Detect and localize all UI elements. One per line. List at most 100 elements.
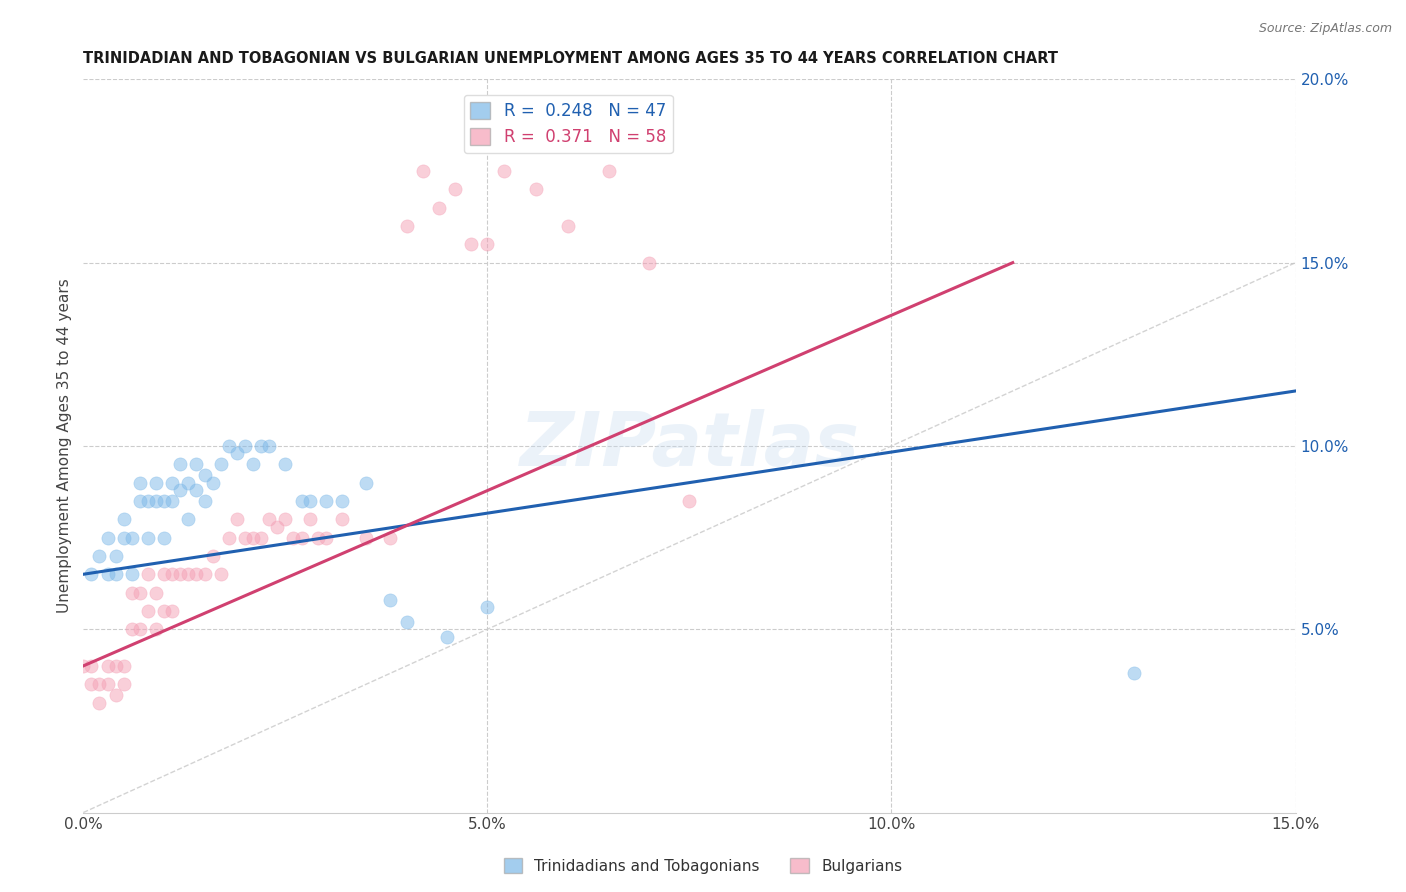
- Point: [427, 201, 450, 215]
- Point: [298, 494, 321, 508]
- Point: [136, 531, 159, 545]
- Point: [112, 659, 135, 673]
- Point: [128, 585, 150, 599]
- Point: [89, 696, 111, 710]
- Point: [89, 677, 111, 691]
- Point: [96, 567, 118, 582]
- Point: [557, 219, 579, 233]
- Point: [121, 622, 143, 636]
- Point: [136, 494, 159, 508]
- Point: [460, 237, 482, 252]
- Point: [104, 567, 127, 582]
- Point: [145, 494, 167, 508]
- Point: [80, 659, 103, 673]
- Point: [233, 439, 256, 453]
- Point: [444, 182, 467, 196]
- Point: [201, 549, 224, 563]
- Point: [193, 468, 215, 483]
- Point: [298, 512, 321, 526]
- Point: [354, 531, 377, 545]
- Point: [160, 475, 183, 490]
- Point: [104, 688, 127, 702]
- Point: [209, 457, 232, 471]
- Point: [290, 531, 312, 545]
- Point: [330, 494, 353, 508]
- Point: [225, 446, 247, 460]
- Point: [145, 622, 167, 636]
- Point: [153, 604, 176, 618]
- Point: [160, 604, 183, 618]
- Point: [225, 512, 247, 526]
- Point: [209, 567, 232, 582]
- Point: [509, 128, 531, 142]
- Point: [80, 567, 103, 582]
- Point: [201, 475, 224, 490]
- Point: [274, 512, 297, 526]
- Point: [492, 164, 515, 178]
- Point: [193, 567, 215, 582]
- Point: [290, 494, 312, 508]
- Point: [242, 531, 264, 545]
- Point: [96, 677, 118, 691]
- Point: [412, 164, 434, 178]
- Point: [169, 457, 191, 471]
- Point: [153, 567, 176, 582]
- Point: [112, 531, 135, 545]
- Point: [96, 531, 118, 545]
- Point: [233, 531, 256, 545]
- Point: [638, 255, 661, 269]
- Point: [96, 659, 118, 673]
- Point: [128, 475, 150, 490]
- Point: [121, 585, 143, 599]
- Point: [186, 483, 208, 497]
- Point: [1123, 666, 1146, 681]
- Point: [160, 567, 183, 582]
- Point: [153, 531, 176, 545]
- Point: [128, 494, 150, 508]
- Point: [80, 677, 103, 691]
- Point: [380, 593, 402, 607]
- Point: [436, 630, 458, 644]
- Point: [283, 531, 305, 545]
- Point: [354, 475, 377, 490]
- Point: [186, 567, 208, 582]
- Point: [145, 475, 167, 490]
- Point: [524, 182, 547, 196]
- Point: [153, 494, 176, 508]
- Point: [72, 659, 94, 673]
- Point: [274, 457, 297, 471]
- Point: [112, 512, 135, 526]
- Point: [177, 512, 200, 526]
- Point: [177, 475, 200, 490]
- Text: Source: ZipAtlas.com: Source: ZipAtlas.com: [1258, 22, 1392, 36]
- Point: [307, 531, 329, 545]
- Point: [112, 677, 135, 691]
- Text: ZIPatlas: ZIPatlas: [519, 409, 859, 483]
- Point: [218, 531, 240, 545]
- Point: [250, 439, 273, 453]
- Point: [177, 567, 200, 582]
- Y-axis label: Unemployment Among Ages 35 to 44 years: Unemployment Among Ages 35 to 44 years: [58, 278, 72, 614]
- Legend: Trinidadians and Tobagonians, Bulgarians: Trinidadians and Tobagonians, Bulgarians: [498, 852, 908, 880]
- Point: [89, 549, 111, 563]
- Point: [395, 615, 418, 629]
- Point: [136, 604, 159, 618]
- Point: [330, 512, 353, 526]
- Legend: R =  0.248   N = 47, R =  0.371   N = 58: R = 0.248 N = 47, R = 0.371 N = 58: [464, 95, 672, 153]
- Point: [104, 659, 127, 673]
- Point: [145, 585, 167, 599]
- Point: [257, 439, 280, 453]
- Point: [186, 457, 208, 471]
- Point: [104, 549, 127, 563]
- Point: [477, 237, 499, 252]
- Point: [169, 483, 191, 497]
- Point: [128, 622, 150, 636]
- Point: [193, 494, 215, 508]
- Point: [242, 457, 264, 471]
- Point: [121, 531, 143, 545]
- Point: [121, 567, 143, 582]
- Point: [169, 567, 191, 582]
- Point: [136, 567, 159, 582]
- Point: [315, 494, 337, 508]
- Point: [250, 531, 273, 545]
